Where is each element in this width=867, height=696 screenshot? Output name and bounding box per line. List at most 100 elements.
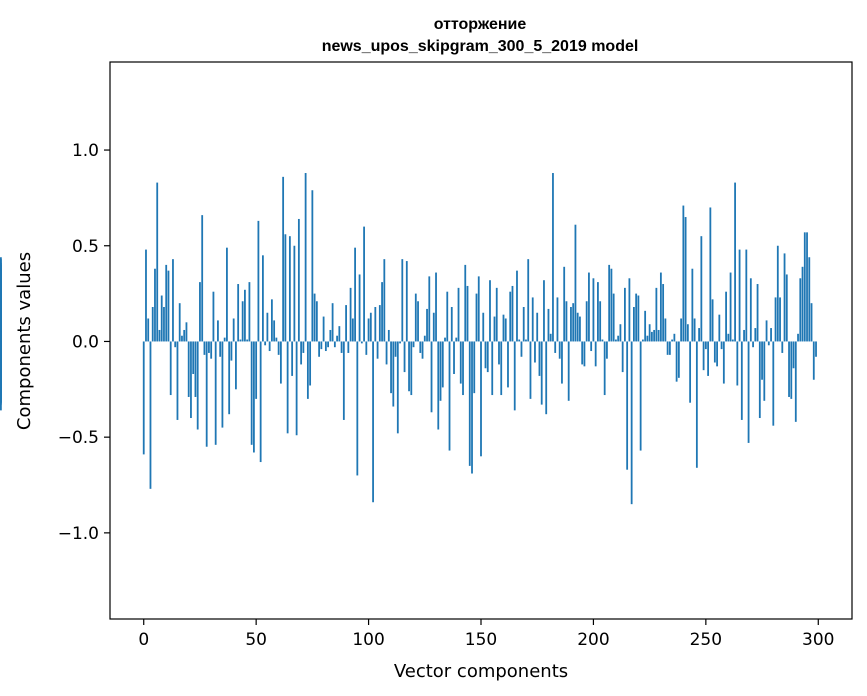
bar-250 — [704, 341, 707, 350]
bar-170 — [525, 339, 527, 342]
bar-244 — [691, 268, 694, 342]
bar-8 — [160, 295, 163, 342]
bar-95 — [356, 341, 359, 476]
bar-36 — [223, 337, 226, 342]
bar-31 — [212, 291, 215, 342]
bar-251 — [707, 341, 709, 376]
bar-280 — [772, 341, 775, 426]
bar-5 — [154, 268, 156, 342]
bar-296 — [808, 257, 811, 342]
bar-138 — [453, 341, 455, 374]
bar-55 — [266, 312, 269, 342]
bar-105 — [378, 305, 381, 342]
bar-0 — [142, 341, 145, 455]
bar-276 — [763, 341, 766, 401]
bar-32 — [214, 341, 217, 445]
bar-284 — [781, 341, 784, 353]
bar-118 — [408, 341, 410, 392]
bar-278 — [767, 341, 770, 346]
bar-211 — [617, 335, 620, 342]
bar-3 — [149, 341, 152, 489]
bar-149 — [477, 276, 480, 342]
bar-85 — [333, 341, 336, 348]
bar-109 — [387, 329, 390, 342]
bar-297 — [810, 303, 813, 342]
bar-88 — [340, 341, 343, 353]
bar-205 — [603, 341, 606, 396]
bar-239 — [680, 318, 683, 342]
y-tick-label: 0.0 — [72, 332, 99, 352]
bar-275 — [761, 341, 763, 380]
bar-29 — [208, 341, 210, 353]
bar-190 — [570, 307, 572, 342]
bar-61 — [279, 341, 282, 384]
bar-142 — [462, 341, 464, 396]
bar-132 — [439, 341, 442, 401]
bar-99 — [365, 341, 368, 355]
bar-202 — [597, 282, 599, 342]
bar-185 — [558, 341, 561, 359]
bar-249 — [702, 341, 705, 371]
bar-282 — [776, 245, 779, 342]
bar-54 — [264, 341, 267, 346]
x-tick-label: 0 — [138, 630, 149, 650]
bar-33 — [217, 320, 219, 342]
bar-136 — [448, 341, 451, 451]
bar-155 — [491, 341, 494, 396]
bar-204 — [601, 339, 604, 342]
bar-165 — [513, 341, 516, 411]
bar-267 — [743, 329, 745, 342]
bar-40 — [232, 318, 235, 342]
bar-56 — [268, 341, 271, 352]
bar-128 — [430, 341, 433, 413]
x-axis-ticks: 0 50 100 150 200 250 300 — [138, 619, 834, 650]
bar-89 — [342, 341, 345, 420]
bar-234 — [668, 341, 671, 355]
bar-97 — [360, 341, 363, 344]
bar-183 — [554, 341, 557, 353]
bar-240 — [682, 205, 685, 342]
y-axis-label: Components values — [14, 252, 35, 430]
bar-101 — [369, 312, 372, 342]
bar-213 — [621, 341, 624, 373]
bar-84 — [331, 303, 334, 342]
bar-137 — [450, 307, 453, 342]
bar-undefined — [0, 331, 2, 342]
bar-123 — [419, 341, 422, 353]
bar-223 — [644, 310, 647, 342]
bar-14 — [174, 341, 177, 348]
bar-135 — [446, 291, 449, 342]
bar-225 — [648, 324, 651, 342]
bar-102 — [372, 341, 374, 503]
bar-264 — [736, 341, 739, 386]
bar-26 — [201, 215, 204, 342]
bar-100 — [367, 318, 370, 342]
bar-131 — [437, 341, 440, 430]
bar-58 — [273, 320, 276, 342]
bar-9 — [163, 307, 165, 342]
bar-266 — [740, 341, 743, 420]
bar-164 — [511, 285, 514, 342]
bar-160 — [502, 314, 505, 342]
bar-106 — [381, 282, 383, 342]
bar-10 — [165, 264, 168, 342]
y-axis-ticks: −1.0 −0.5 0.0 0.5 1.0 — [58, 141, 110, 544]
bar-198 — [588, 272, 590, 342]
bar-255 — [716, 341, 718, 367]
bar-232 — [664, 318, 667, 342]
bar-216 — [628, 278, 631, 342]
bar-134 — [444, 337, 446, 342]
bar-146 — [471, 341, 473, 474]
bar-77 — [315, 301, 318, 342]
bar-16 — [178, 303, 181, 342]
bar-113 — [396, 341, 399, 434]
bar-176 — [538, 341, 541, 376]
y-tick-label: 0.5 — [72, 237, 99, 257]
bar-195 — [581, 341, 584, 365]
bar-undefined — [0, 341, 2, 361]
bar-175 — [536, 312, 539, 342]
bar-1 — [145, 249, 147, 342]
bar-252 — [709, 207, 712, 342]
bar-6 — [156, 182, 159, 342]
bar-253 — [711, 299, 714, 342]
